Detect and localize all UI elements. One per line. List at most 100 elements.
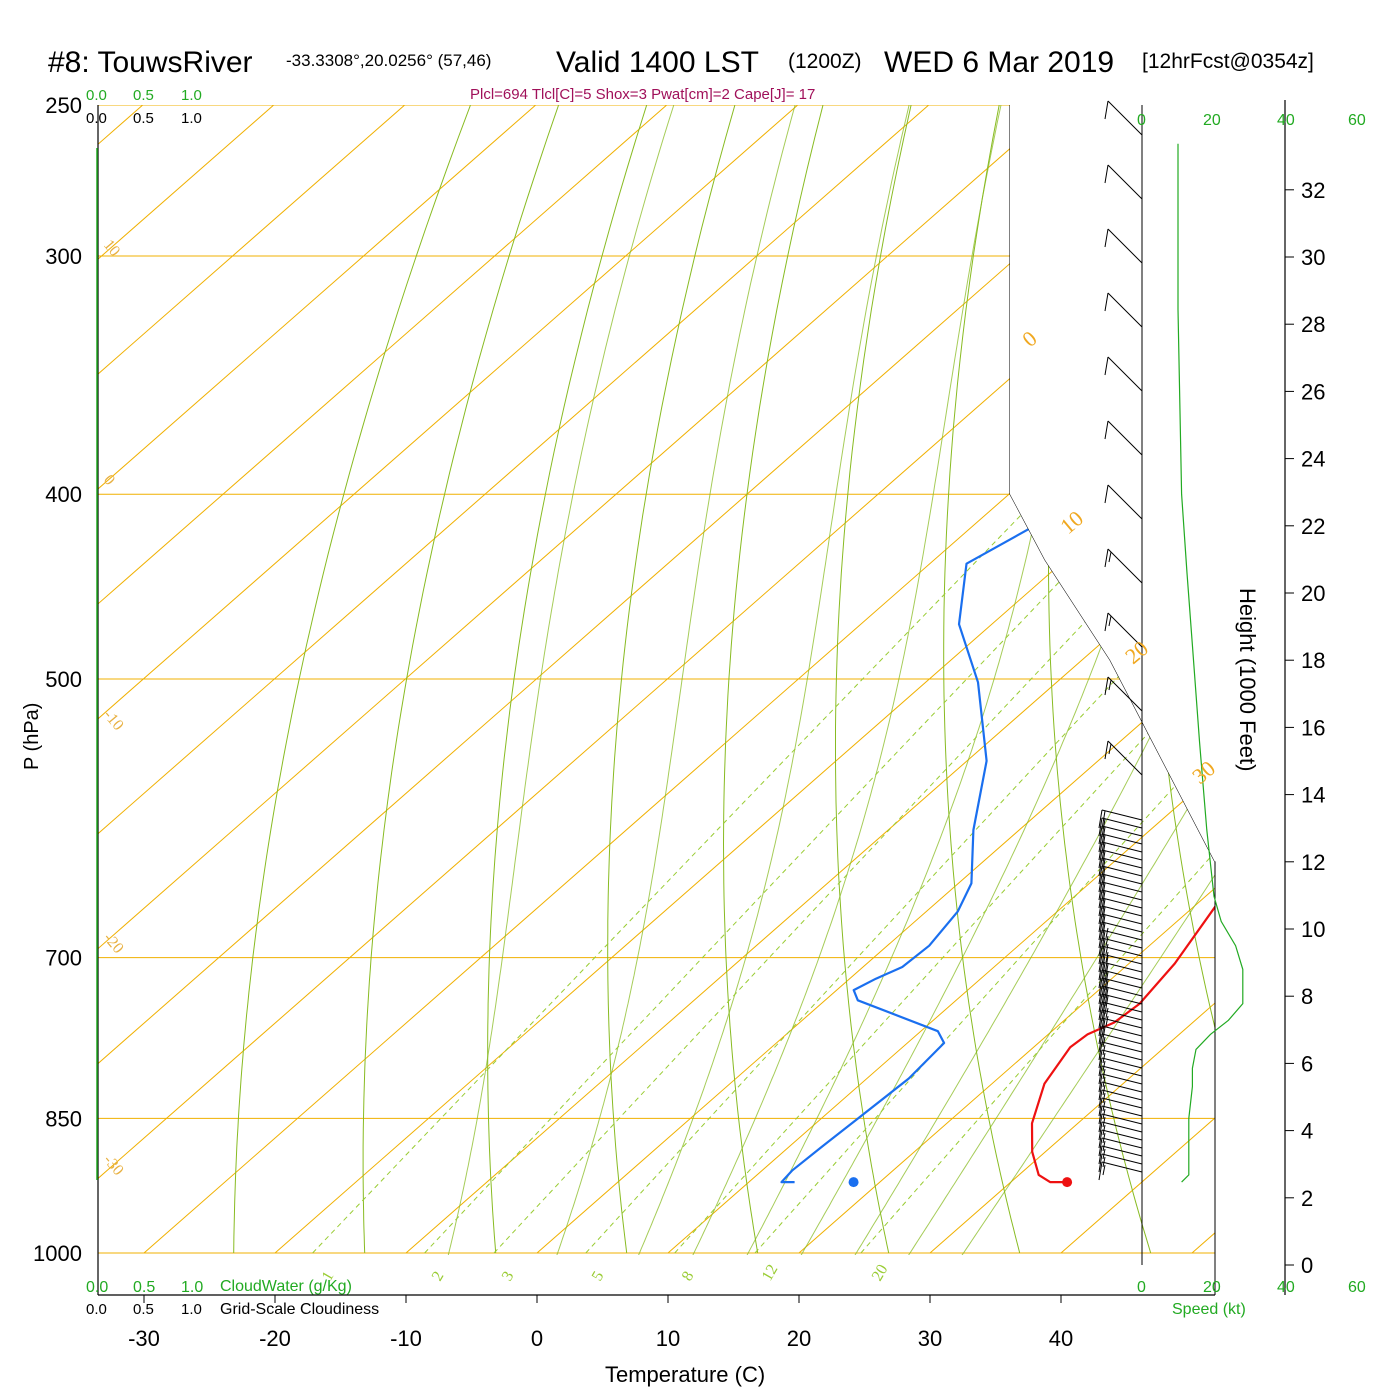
mixing-ratio-line-5 bbox=[585, 572, 1215, 1254]
pressure-tick-400: 400 bbox=[45, 482, 82, 507]
wind-barb-shaft bbox=[1101, 1105, 1143, 1117]
temperature-tick-30: 30 bbox=[918, 1326, 942, 1351]
wind-barb-half-flag bbox=[1108, 615, 1112, 627]
cloudiness-top-tick-0: 0.0 bbox=[86, 110, 107, 127]
wind-barb-shaft bbox=[1101, 873, 1143, 885]
wind-barb-shaft bbox=[1101, 1161, 1143, 1173]
wind-barb-shaft bbox=[1101, 1121, 1143, 1133]
wind-barb-shaft bbox=[1101, 897, 1143, 909]
cloudwater-top-tick-2: 1.0 bbox=[181, 87, 202, 104]
wind-barb-flag bbox=[1098, 929, 1103, 949]
title-coords: -33.3308°,20.0256° (57,46) bbox=[286, 51, 491, 70]
wind-barb-flag bbox=[1098, 1041, 1103, 1061]
wind-barb-flag bbox=[1098, 1137, 1103, 1157]
wind-barb-shaft bbox=[1101, 1041, 1143, 1053]
wind-barb-flag bbox=[1098, 1001, 1103, 1021]
wind-barb-shaft bbox=[1101, 1017, 1143, 1029]
wind-barb-flag bbox=[1098, 1105, 1103, 1125]
wind-barb-flag bbox=[1098, 881, 1103, 901]
wind-barb-flag bbox=[1098, 1081, 1103, 1101]
wind-barb bbox=[1104, 100, 1143, 136]
wind-barb-flag bbox=[1104, 548, 1109, 568]
height-tick-24: 24 bbox=[1301, 447, 1325, 472]
dry-adiabat bbox=[362, 105, 560, 1254]
wind-barb-flag bbox=[1104, 100, 1109, 120]
wind-barb bbox=[1098, 1009, 1143, 1030]
isotherm-left-label: -30 bbox=[100, 1152, 127, 1179]
height-tick-6: 6 bbox=[1301, 1051, 1313, 1076]
moist-adiabat bbox=[638, 105, 910, 1255]
height-tick-2: 2 bbox=[1301, 1186, 1313, 1211]
pressure-tick-250: 250 bbox=[45, 93, 82, 118]
wind-barb-shaft bbox=[1101, 833, 1143, 845]
isotherm-line bbox=[98, 105, 1192, 1065]
height-tick-30: 30 bbox=[1301, 245, 1325, 270]
wind-barb-flag bbox=[1104, 356, 1109, 376]
dry-adiabat bbox=[943, 105, 1021, 1254]
wind-barb-shaft bbox=[1107, 484, 1143, 520]
dry-adiabat bbox=[487, 105, 648, 1254]
wind-barb-shaft bbox=[1101, 1025, 1143, 1037]
wind-barb bbox=[1104, 612, 1143, 648]
mixing-ratio-label-5: 5 bbox=[589, 1269, 608, 1284]
isotherm-line bbox=[929, 1002, 1215, 1254]
wind-barb-flag bbox=[1098, 1161, 1103, 1181]
wind-barb-shaft bbox=[1107, 548, 1143, 584]
height-tick-10: 10 bbox=[1301, 917, 1325, 942]
wind-barb bbox=[1104, 164, 1143, 200]
title-date: WED 6 Mar 2019 bbox=[884, 46, 1114, 79]
x-axis-title: Temperature (C) bbox=[605, 1362, 765, 1387]
dry-adiabat bbox=[1344, 105, 1400, 1253]
isotherm-left-label: -20 bbox=[100, 930, 127, 957]
sounding-parameters: Plcl=694 Tlcl[C]=5 Shox=3 Pwat[cm]=2 Cap… bbox=[470, 86, 815, 103]
wind-barb bbox=[1104, 548, 1143, 584]
wind-barb-shaft bbox=[1101, 1001, 1143, 1013]
mixing-ratio-label-3: 3 bbox=[499, 1269, 518, 1284]
temperature-tick--30: -30 bbox=[128, 1326, 160, 1351]
wind-barb-shaft bbox=[1101, 953, 1143, 965]
title-zulu: (1200Z) bbox=[788, 50, 862, 73]
wind-barb-flag bbox=[1098, 833, 1103, 853]
wind-barb-shaft bbox=[1101, 913, 1143, 925]
upper-right-wedge-mask bbox=[1010, 105, 1215, 862]
wind-barb-flag bbox=[1104, 292, 1109, 312]
wind-barb-flag bbox=[1098, 865, 1103, 885]
mixing-ratio-line-3 bbox=[493, 493, 1207, 1254]
pressure-tick-1000: 1000 bbox=[33, 1241, 82, 1266]
speed-top-tick-2: 40 bbox=[1277, 112, 1295, 129]
cloudiness-bottom-tick-0: 0.0 bbox=[86, 1301, 107, 1318]
wind-barb-shaft bbox=[1101, 945, 1143, 957]
wind-barb-shaft bbox=[1107, 356, 1143, 392]
wind-barb bbox=[1098, 1161, 1143, 1181]
dry-adiabat bbox=[722, 105, 824, 1254]
speed-top-tick-0: 0 bbox=[1137, 112, 1146, 129]
wind-barb-flag bbox=[1098, 1009, 1103, 1029]
cloudwater-bottom-tick-2: 1.0 bbox=[181, 1279, 203, 1296]
height-tick-16: 16 bbox=[1301, 715, 1325, 740]
isotherm-line bbox=[98, 105, 406, 375]
isotherm-line bbox=[667, 772, 1215, 1254]
height-tick-4: 4 bbox=[1301, 1119, 1313, 1144]
wind-barb-flag bbox=[1098, 1017, 1103, 1037]
cloudwater-top-tick-0: 0.0 bbox=[86, 87, 107, 104]
wind-barb-flag bbox=[1104, 676, 1109, 696]
mixing-ratio-line-1 bbox=[312, 493, 1042, 1254]
height-tick-26: 26 bbox=[1301, 379, 1325, 404]
height-axis-title: Height (1000 Feet) bbox=[1235, 588, 1260, 771]
speed-bottom-tick-0: 0 bbox=[1137, 1279, 1146, 1296]
wind-barb-shaft bbox=[1101, 1065, 1143, 1077]
mixing-ratio-line-12 bbox=[754, 741, 1215, 1254]
wind-barb-flag bbox=[1098, 937, 1103, 957]
wind-barb-flag bbox=[1098, 873, 1103, 893]
moist-adiabat bbox=[447, 105, 675, 1255]
isotherm-left-label: 0 bbox=[100, 472, 118, 489]
wind-barb-flag bbox=[1098, 1073, 1103, 1093]
isotherm-line bbox=[98, 105, 930, 835]
temperature-profile bbox=[1030, 905, 1215, 1184]
height-tick-20: 20 bbox=[1301, 581, 1325, 606]
pressure-tick-850: 850 bbox=[45, 1106, 82, 1131]
wind-barb-shaft bbox=[1107, 740, 1143, 776]
mixing-ratio-label-2: 2 bbox=[429, 1269, 448, 1284]
wind-barb-shaft bbox=[1107, 164, 1143, 200]
